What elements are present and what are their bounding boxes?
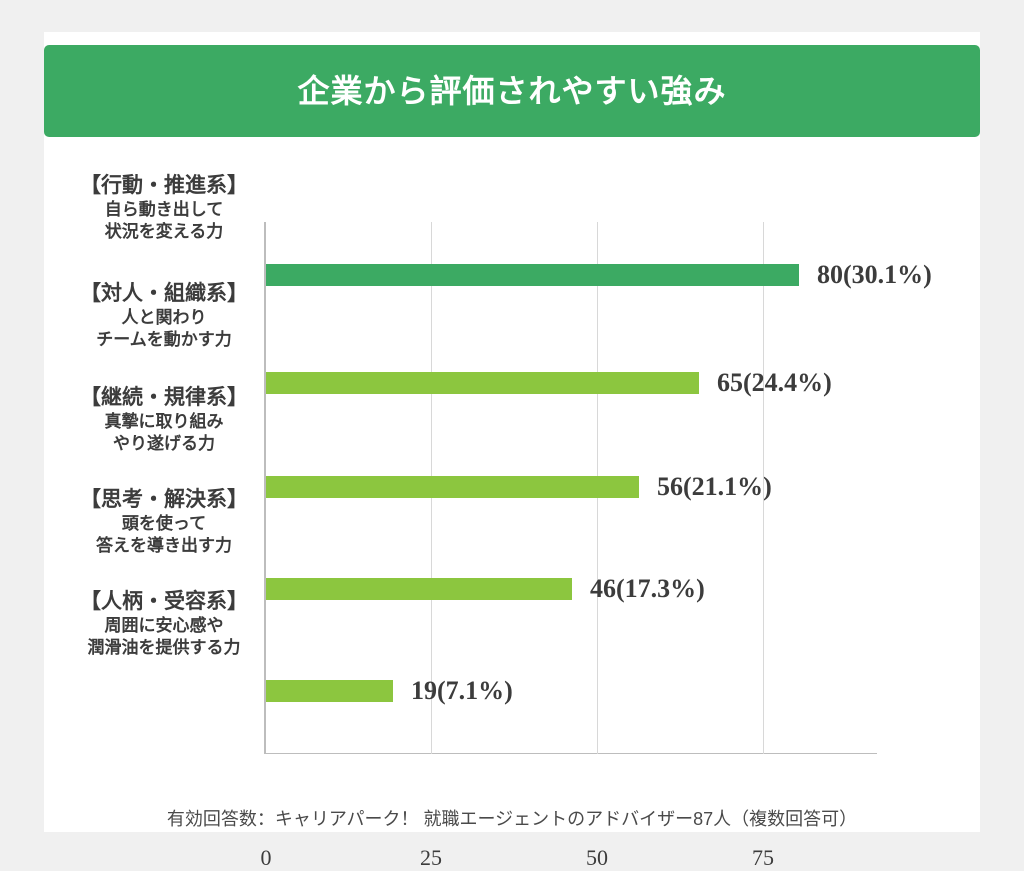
plot-area: 80(30.1%) 65(24.4%) 56(21.1%) 46(17.3%) <box>261 222 932 870</box>
category-sub-3-line1: 頭を使って <box>121 514 207 534</box>
bar-value-1: 65(24.4%) <box>717 368 832 397</box>
category-sub-3-line2: 答えを導き出す力 <box>96 536 232 556</box>
bar-0[interactable] <box>266 264 799 286</box>
chart-header-bar: 企業から評価されやすい強み <box>44 45 980 137</box>
category-sub-4-line2: 潤滑油を提供する力 <box>87 638 241 658</box>
bar-3[interactable] <box>266 578 572 600</box>
category-head-3: 【思考・解決系】 <box>80 488 248 511</box>
bar-2[interactable] <box>266 476 639 498</box>
bar-row-1: 65(24.4%) <box>266 368 877 397</box>
category-sub-1-line2: チームを動かす力 <box>96 330 232 350</box>
bar-value-2: 56(21.1%) <box>657 472 772 501</box>
page-title: 企業から評価されやすい強み <box>297 73 727 109</box>
category-head-4: 【人柄・受容系】 <box>80 590 248 613</box>
x-axis-line <box>264 753 877 754</box>
bar-row-3: 46(17.3%) <box>266 574 877 603</box>
y-axis-line <box>264 222 266 754</box>
bar-row-0: 80(30.1%) <box>266 260 932 289</box>
category-label-1: 【対人・組織系】 人と関わり チームを動かす力 <box>64 281 264 351</box>
footnote: 有効回答数：キャリアパーク！ 就職エージェントのアドバイザー87人（複数回答可） <box>166 809 858 829</box>
bar-value-3: 46(17.3%) <box>590 574 705 603</box>
bar-value-0: 80(30.1%) <box>817 260 932 289</box>
bar-1[interactable] <box>266 372 699 394</box>
chart-area: 【行動・推進系】 自ら動き出して 状況を変える力 【対人・組織系】 人と関わり … <box>44 137 980 870</box>
x-tick-50: 50 <box>586 845 608 870</box>
category-head-1: 【対人・組織系】 <box>80 282 248 305</box>
category-sub-0-line2: 状況を変える力 <box>104 222 224 242</box>
bar-row-2: 56(21.1%) <box>266 472 877 501</box>
x-tick-75: 75 <box>752 845 774 870</box>
gridline-75 <box>763 222 764 754</box>
category-label-0: 【行動・推進系】 自ら動き出して 状況を変える力 <box>64 173 264 243</box>
category-sub-4-line1: 周囲に安心感や <box>104 616 224 636</box>
bar-value-4: 19(7.1%) <box>411 676 513 705</box>
bar-row-4: 19(7.1%) <box>266 676 877 705</box>
bar-4[interactable] <box>266 680 393 702</box>
category-label-3: 【思考・解決系】 頭を使って 答えを導き出す力 <box>64 487 264 557</box>
category-head-0: 【行動・推進系】 <box>80 174 248 197</box>
category-sub-2-line1: 真摯に取り組み <box>104 412 224 432</box>
category-head-2: 【継続・規律系】 <box>80 386 248 409</box>
category-sub-1-line1: 人と関わり <box>121 308 207 328</box>
chart-card: 企業から評価されやすい強み 【行動・推進系】 自ら動き出して 状況を変える力 【… <box>44 32 980 870</box>
x-tick-25: 25 <box>420 845 442 870</box>
category-sub-0-line1: 自ら動き出して <box>104 200 224 220</box>
category-label-4: 【人柄・受容系】 周囲に安心感や 潤滑油を提供する力 <box>64 589 264 659</box>
category-label-2: 【継続・規律系】 真摯に取り組み やり遂げる力 <box>64 385 264 455</box>
category-sub-2-line2: やり遂げる力 <box>113 434 215 454</box>
x-tick-0: 0 <box>260 845 272 870</box>
